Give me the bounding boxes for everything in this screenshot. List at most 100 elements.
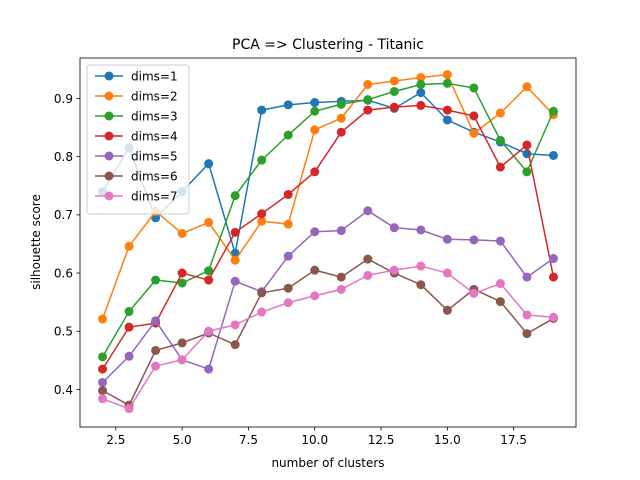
data-point [124, 404, 134, 414]
data-point [522, 310, 532, 320]
data-point [442, 70, 452, 80]
plot-area [98, 70, 558, 414]
data-point [310, 167, 320, 177]
legend-label: dims=7 [131, 189, 178, 203]
data-point [495, 108, 505, 118]
data-point [495, 297, 505, 307]
data-point [363, 95, 373, 105]
data-point [98, 386, 108, 396]
plot-frame [79, 57, 577, 428]
data-point [389, 86, 399, 96]
data-point [442, 115, 452, 125]
data-point [522, 329, 532, 339]
data-point [230, 255, 240, 265]
legend-marker [104, 191, 114, 201]
data-point [310, 227, 320, 237]
data-point [283, 283, 293, 293]
data-point [98, 314, 108, 324]
series-dims=5 [98, 206, 558, 387]
x-tick-label: 15.0 [434, 433, 461, 447]
series-line [101, 73, 554, 320]
data-point [98, 377, 108, 387]
legend-entry: dims=2 [95, 89, 178, 103]
series-line [101, 104, 555, 370]
data-point [416, 280, 426, 290]
data-point [177, 228, 187, 238]
data-point [522, 149, 532, 159]
y-tick-label: 0.7 [54, 208, 73, 222]
data-point [389, 76, 399, 86]
x-axis-label: number of clusters [271, 456, 384, 470]
legend-label: dims=4 [131, 129, 178, 143]
data-point [495, 236, 505, 246]
data-point [416, 72, 426, 82]
series-dims=6 [98, 254, 558, 410]
data-point [257, 105, 267, 115]
series-line [102, 265, 554, 410]
data-point [151, 361, 161, 371]
x-tick-label: 10.0 [301, 433, 328, 447]
data-point [257, 216, 267, 226]
legend-entry: dims=5 [95, 149, 178, 163]
y-tick-label: 0.6 [54, 266, 73, 280]
data-point [442, 78, 452, 88]
legend-entry: dims=6 [95, 169, 178, 183]
data-point [416, 100, 426, 110]
series-dims=7 [98, 261, 558, 414]
data-point [151, 345, 161, 355]
legend: dims=1 dims=2 dims=3 dims=4 dims=5 dims=6 dims… [86, 64, 190, 215]
data-point [124, 306, 134, 316]
series-dims=4 [98, 100, 558, 374]
data-point [310, 106, 320, 116]
legend-entry: dims=1 [95, 69, 178, 83]
data-point [442, 105, 452, 115]
data-point [310, 265, 320, 275]
data-point [310, 98, 320, 108]
data-point [363, 206, 373, 216]
y-tick-label: 0.8 [54, 150, 73, 164]
data-point [310, 291, 320, 301]
data-point [230, 191, 240, 201]
legend-marker [104, 151, 114, 161]
axes: 2.5 5.0 7.5 10.0 12.5 15.0 17.5 0.4 0.5 0.6 0.7 0.8… [54, 57, 577, 447]
data-point [336, 284, 346, 294]
data-point [310, 125, 320, 135]
data-point [548, 312, 558, 322]
data-point [389, 102, 399, 112]
legend-marker [104, 71, 114, 81]
data-point [416, 88, 426, 98]
legend-label: dims=6 [131, 169, 178, 183]
data-point [336, 127, 346, 137]
x-tick-label: 12.5 [368, 433, 395, 447]
legend-marker [104, 91, 114, 101]
legend-entry: dims=4 [95, 129, 178, 143]
x-tick-label: 17.5 [500, 433, 527, 447]
x-tick-label: 7.5 [239, 433, 258, 447]
data-point [177, 355, 187, 365]
data-point [416, 261, 426, 271]
data-point [204, 159, 214, 169]
data-point [363, 79, 373, 89]
data-point [442, 305, 452, 315]
chart-title: PCA => Clustering - Titanic [232, 37, 424, 53]
data-point [230, 227, 240, 237]
data-point [522, 140, 532, 150]
y-tick-label: 0.5 [54, 325, 73, 339]
data-point [124, 322, 134, 332]
legend-marker [104, 131, 114, 141]
data-point [495, 162, 505, 172]
data-point [283, 251, 293, 261]
data-point [204, 266, 214, 276]
data-point [389, 265, 399, 275]
x-tick-label: 2.5 [106, 433, 125, 447]
legend-marker [104, 111, 114, 121]
legend-label: dims=5 [131, 149, 178, 163]
data-point [522, 82, 532, 92]
legend-label: dims=2 [131, 89, 178, 103]
data-point [124, 351, 134, 361]
x-tick-label: 5.0 [173, 433, 192, 447]
data-point [283, 298, 293, 308]
data-point [363, 270, 373, 280]
y-axis-label: silhouette score [29, 194, 43, 290]
